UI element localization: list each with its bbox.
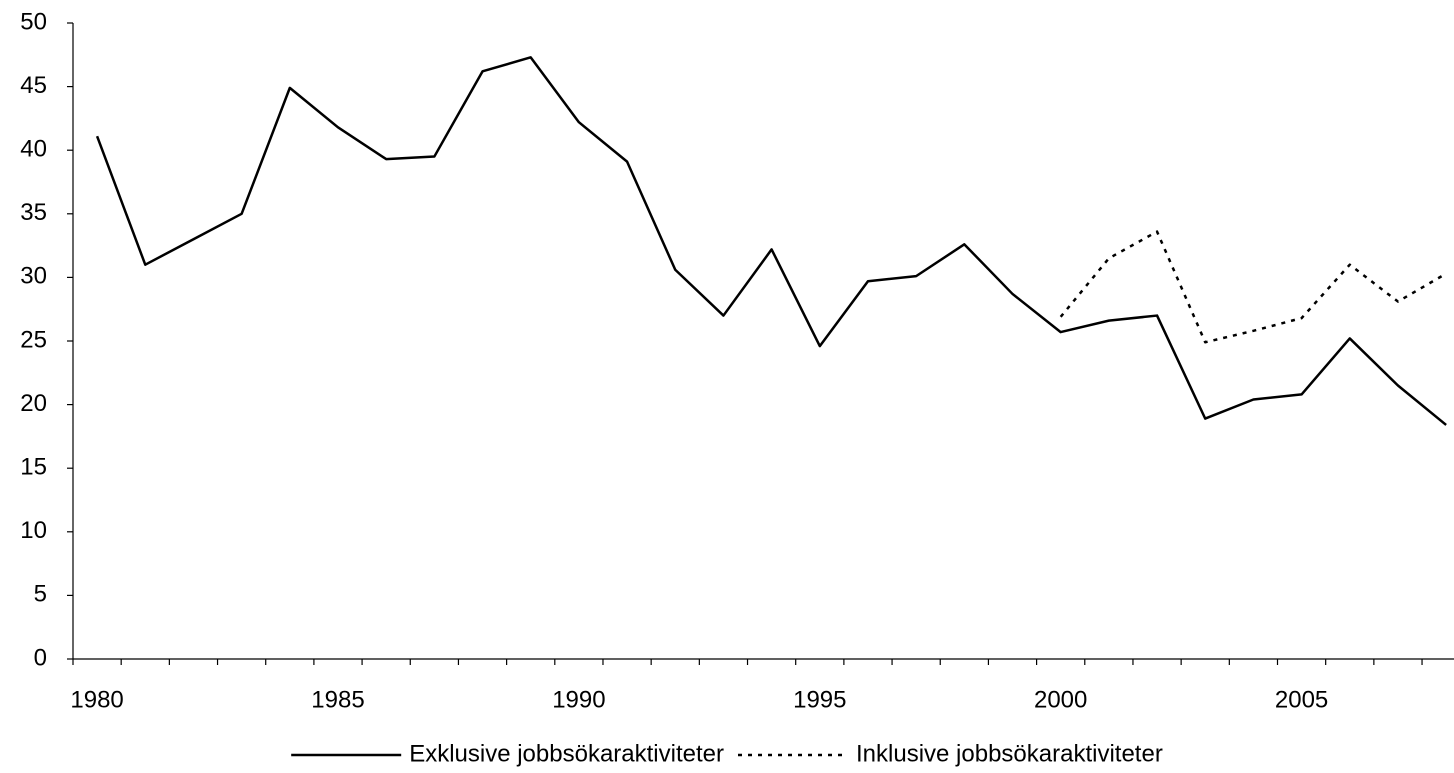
line-series [1059, 230, 1447, 344]
x-tick-label: 1995 [793, 686, 846, 713]
y-tick-label: 0 [34, 644, 47, 671]
legend-label: Inklusive jobbsökaraktiviteter [856, 740, 1163, 767]
x-tick-label: 2000 [1034, 686, 1087, 713]
x-tick-label: 1990 [552, 686, 605, 713]
y-tick-label: 30 [20, 263, 47, 290]
y-tick-label: 25 [20, 326, 47, 353]
y-tick-label: 20 [20, 390, 47, 417]
x-tick-label: 1985 [311, 686, 364, 713]
x-tick-label: 2005 [1275, 686, 1328, 713]
y-tick-label: 40 [20, 136, 47, 163]
x-tick-label: 1980 [70, 686, 123, 713]
y-tick-label: 15 [20, 454, 47, 481]
y-tick-label: 10 [20, 517, 47, 544]
y-tick-label: 50 [20, 8, 47, 35]
y-tick-label: 5 [34, 581, 47, 608]
y-tick-label: 45 [20, 72, 47, 99]
line-series [95, 56, 1447, 426]
y-tick-label: 35 [20, 199, 47, 226]
legend-label: Exklusive jobbsökaraktiviteter [409, 740, 724, 767]
